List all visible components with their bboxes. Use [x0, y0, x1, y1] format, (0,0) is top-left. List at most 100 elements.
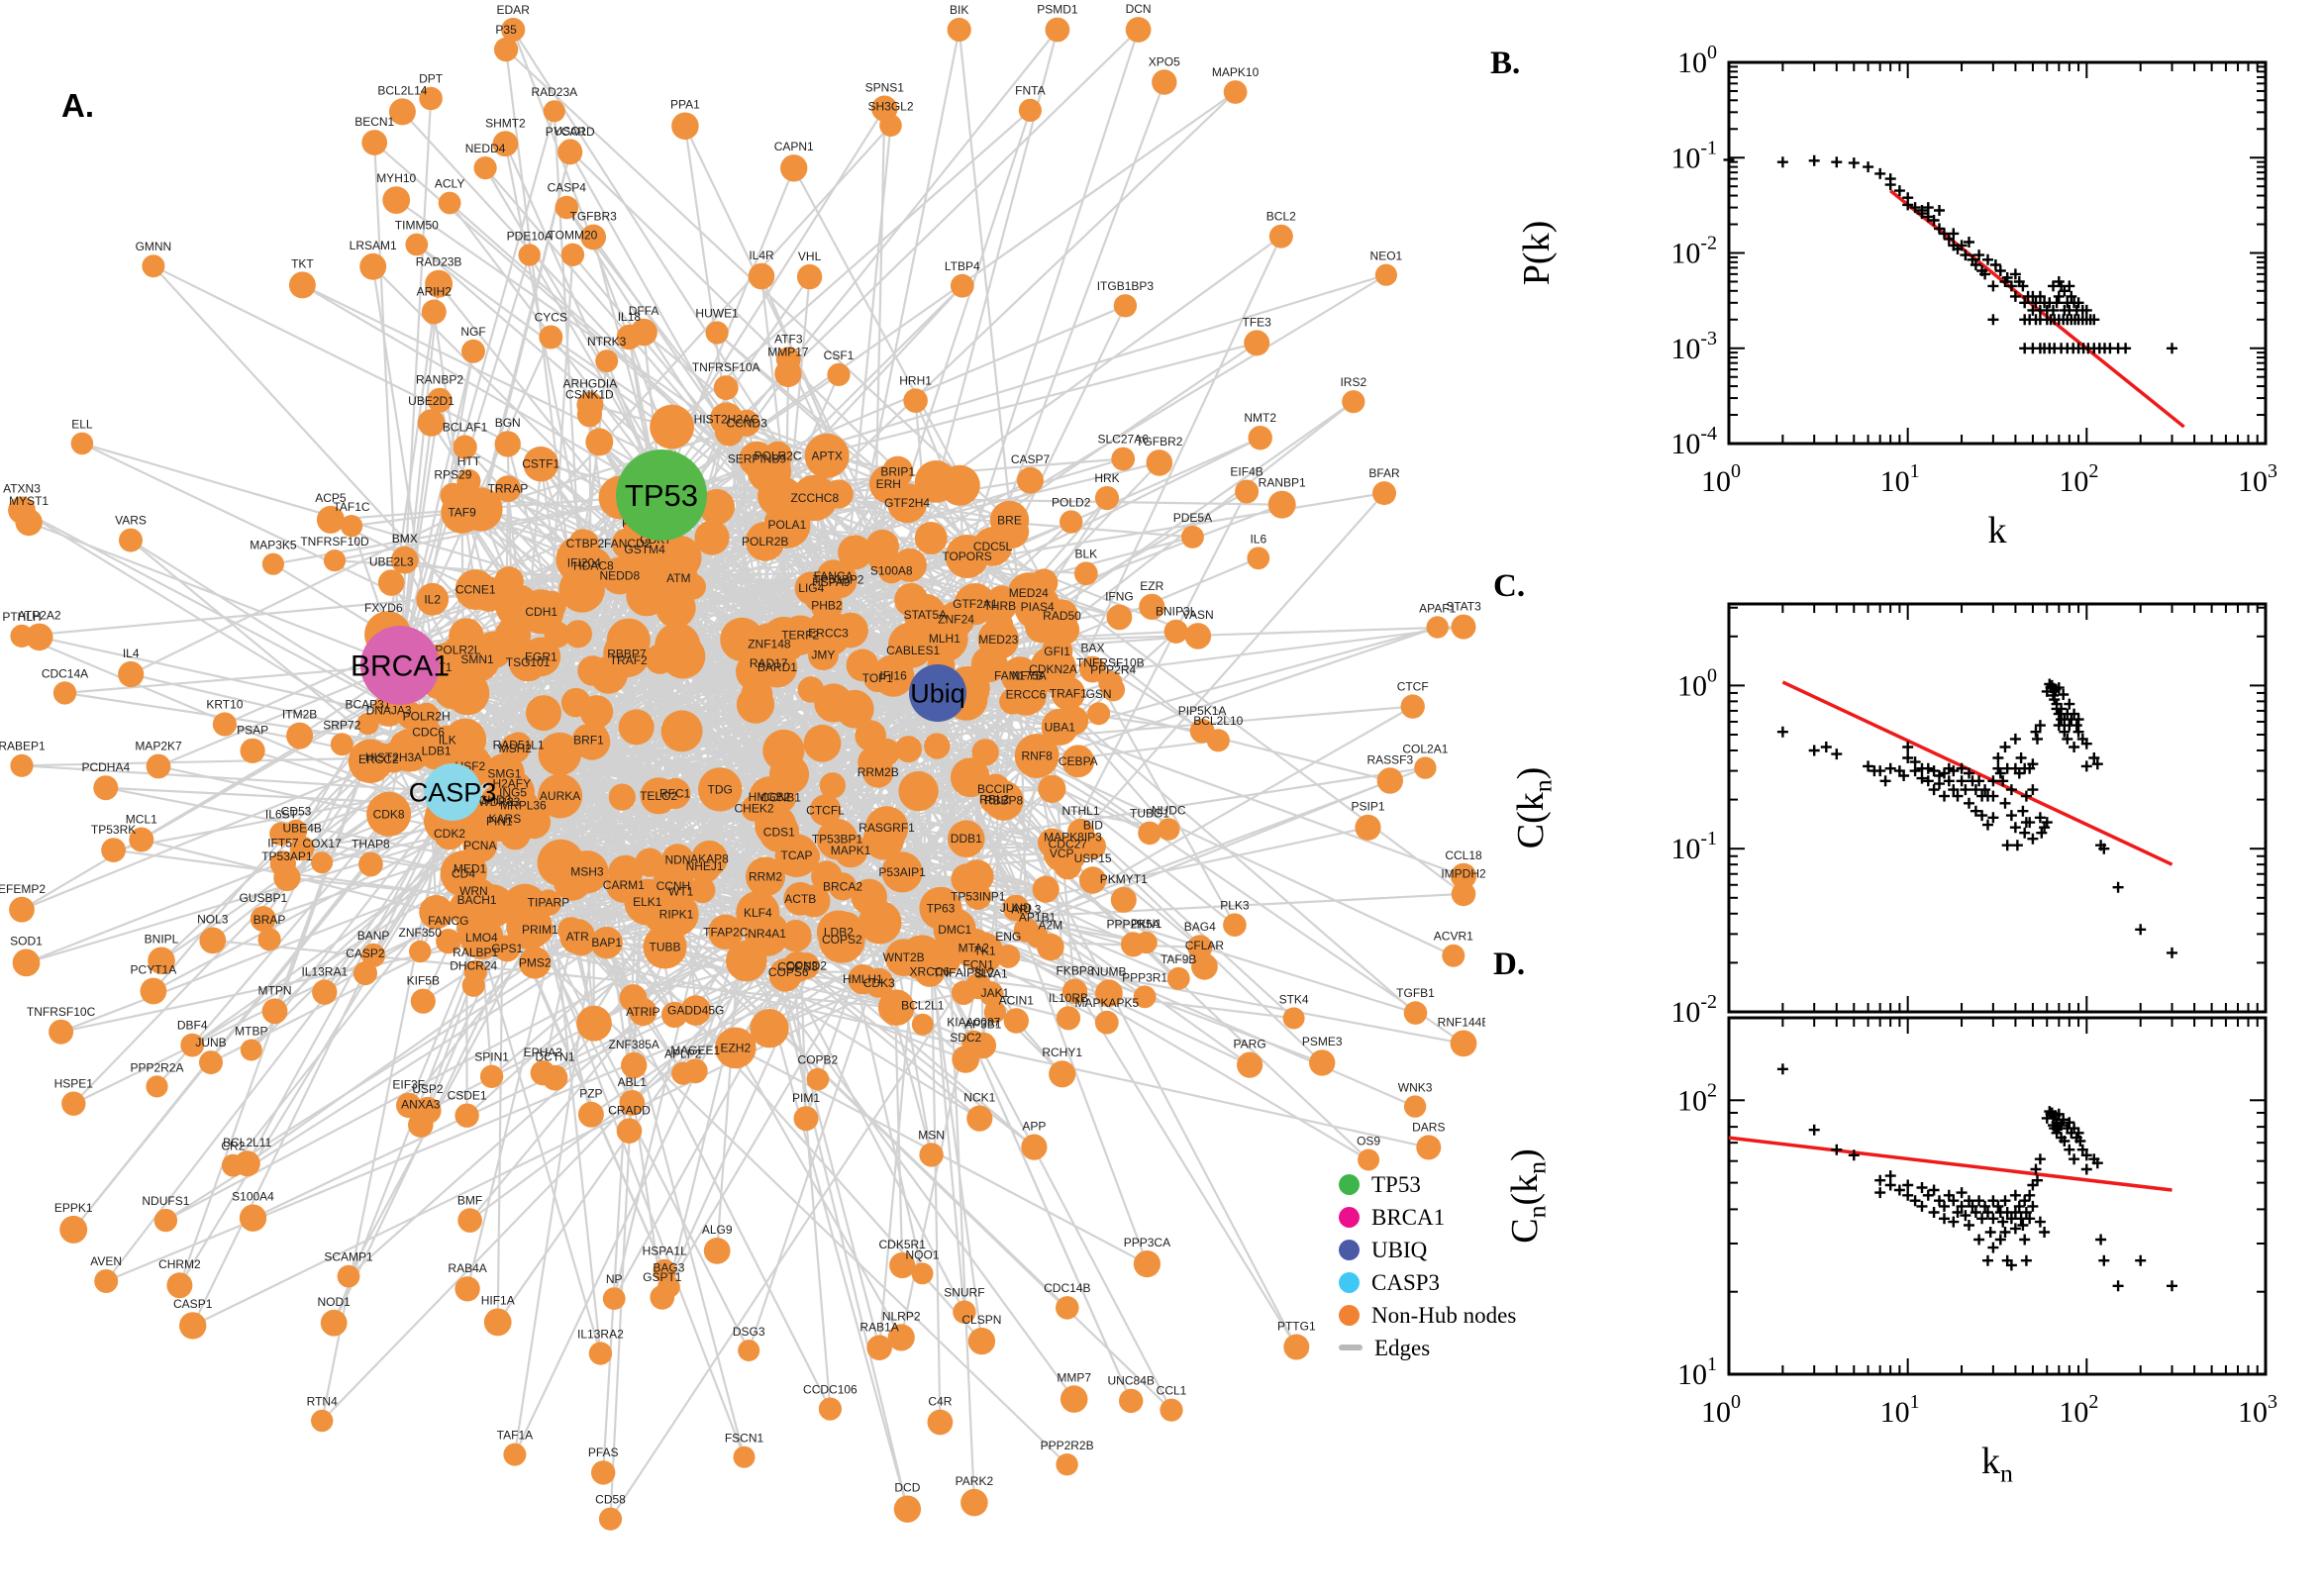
svg-text:RBBP8: RBBP8: [984, 794, 1024, 808]
svg-text:ATXN3: ATXN3: [3, 481, 41, 495]
svg-text:SDC2: SDC2: [950, 1031, 981, 1045]
svg-text:APLP2: APLP2: [664, 1047, 702, 1061]
svg-text:ATF3: ATF3: [774, 332, 803, 346]
svg-text:TAF1A: TAF1A: [497, 1429, 533, 1443]
svg-text:CABLES1: CABLES1: [886, 644, 940, 657]
svg-text:ZCCHC8: ZCCHC8: [790, 491, 839, 505]
network-nodes: [8, 17, 1477, 1531]
ubiq-dot-icon: [1339, 1239, 1360, 1260]
svg-text:IFT57: IFT57: [267, 836, 299, 849]
svg-text:101: 101: [1880, 460, 1920, 498]
svg-text:CFLAR: CFLAR: [1185, 939, 1225, 952]
svg-text:COPB2: COPB2: [798, 1053, 839, 1067]
svg-text:MYH10: MYH10: [376, 171, 416, 185]
svg-text:RNF8: RNF8: [1022, 749, 1054, 763]
svg-text:ACLY: ACLY: [435, 177, 464, 191]
svg-text:SMN1: SMN1: [460, 652, 494, 666]
svg-text:101: 101: [1677, 1353, 1717, 1391]
svg-text:STAT5A: STAT5A: [904, 608, 948, 622]
svg-text:PLK3: PLK3: [1220, 898, 1250, 912]
svg-text:COPS2: COPS2: [822, 933, 862, 947]
svg-text:NDN: NDN: [665, 853, 691, 867]
svg-text:MAP2K7: MAP2K7: [135, 740, 182, 753]
svg-text:TOP1: TOP1: [862, 671, 893, 685]
scatter-points: [1776, 1063, 2177, 1292]
fit-line: [1889, 189, 2185, 429]
svg-text:MAPK10: MAPK10: [1212, 65, 1260, 79]
svg-text:BRE: BRE: [997, 513, 1022, 527]
legend-item-casp3: CASP3: [1339, 1270, 1516, 1294]
svg-text:PSME3: PSME3: [1302, 1035, 1343, 1048]
svg-text:HRK: HRK: [1094, 471, 1119, 485]
svg-text:CHD3: CHD3: [479, 793, 512, 807]
svg-text:TK1: TK1: [973, 944, 995, 957]
svg-text:ACP5: ACP5: [315, 491, 347, 505]
svg-text:PPP2R2A: PPP2R2A: [130, 1060, 183, 1074]
svg-text:CAPN1: CAPN1: [774, 140, 814, 153]
svg-text:HDAC8: HDAC8: [573, 558, 614, 572]
scatter-points: [1723, 153, 2177, 354]
svg-text:PPP2R2B: PPP2R2B: [1041, 1439, 1094, 1452]
svg-text:NMT2: NMT2: [1244, 411, 1276, 425]
svg-text:BARD1: BARD1: [758, 660, 797, 674]
svg-text:GMNN: GMNN: [136, 240, 172, 253]
svg-text:ELL: ELL: [71, 418, 93, 432]
svg-text:FCN1: FCN1: [962, 958, 994, 972]
svg-text:GTF2A1: GTF2A1: [953, 597, 998, 611]
svg-text:BANP: BANP: [357, 929, 390, 943]
svg-text:USP2: USP2: [412, 1082, 444, 1096]
svg-text:OS9: OS9: [1357, 1135, 1380, 1148]
svg-text:RAD23B: RAD23B: [416, 255, 462, 269]
svg-text:PKMYT1: PKMYT1: [1100, 872, 1148, 886]
svg-text:PPP2R5A: PPP2R5A: [1106, 917, 1160, 931]
svg-text:RAD51L1: RAD51L1: [493, 739, 545, 752]
svg-text:NQO1: NQO1: [905, 1247, 939, 1261]
svg-text:MCL1: MCL1: [126, 813, 157, 827]
svg-text:CTCF: CTCF: [1397, 679, 1429, 693]
svg-text:BACH1: BACH1: [457, 893, 497, 907]
svg-text:POLD2: POLD2: [1052, 495, 1091, 509]
svg-text:PCYT1A: PCYT1A: [131, 963, 177, 977]
svg-text:CD58: CD58: [595, 1493, 626, 1507]
svg-text:JMY: JMY: [811, 648, 835, 662]
svg-text:A2M: A2M: [1039, 919, 1063, 933]
svg-text:ATP2A2: ATP2A2: [18, 609, 61, 623]
svg-text:CASP4: CASP4: [548, 181, 587, 195]
svg-text:WT1: WT1: [668, 884, 694, 898]
svg-text:JUNB: JUNB: [195, 1036, 226, 1049]
svg-text:NOL3: NOL3: [197, 913, 229, 927]
svg-text:HRH1: HRH1: [899, 373, 932, 387]
svg-text:MED1: MED1: [454, 862, 487, 876]
fit-line: [1728, 1136, 2172, 1192]
svg-text:PDE5A: PDE5A: [1173, 511, 1212, 525]
svg-text:GTF2H4: GTF2H4: [884, 496, 930, 510]
svg-text:ACVR1: ACVR1: [1434, 930, 1473, 944]
svg-text:SIVA1: SIVA1: [975, 966, 1008, 980]
svg-text:PIP5K1A: PIP5K1A: [1178, 704, 1227, 718]
svg-text:TP53BP1: TP53BP1: [812, 833, 863, 847]
svg-text:WDR33: WDR33: [478, 795, 520, 809]
svg-text:H2AFY: H2AFY: [492, 777, 531, 791]
svg-text:CDK8: CDK8: [373, 807, 405, 821]
svg-text:CCND3: CCND3: [726, 416, 767, 430]
svg-text:FANCG: FANCG: [428, 914, 468, 928]
svg-text:HIST2H2AC: HIST2H2AC: [694, 412, 759, 426]
svg-text:101: 101: [1880, 1391, 1920, 1429]
svg-text:100: 100: [1701, 460, 1741, 498]
svg-text:PMS2: PMS2: [519, 955, 552, 969]
svg-text:DHCR24: DHCR24: [450, 959, 497, 973]
svg-text:IFI16: IFI16: [879, 669, 907, 683]
hub-node-BRCA1: BRCA1: [351, 626, 450, 705]
svg-text:TRRAP: TRRAP: [488, 482, 529, 496]
svg-text:KLF4: KLF4: [744, 906, 772, 920]
svg-text:MMP17: MMP17: [767, 346, 809, 359]
svg-text:POLR2B: POLR2B: [742, 535, 788, 549]
tp53-dot-icon: [1339, 1173, 1360, 1195]
svg-text:MTA2: MTA2: [959, 942, 989, 955]
nonhub-dot-icon: [1339, 1304, 1360, 1326]
svg-text:ANXA3: ANXA3: [401, 1097, 441, 1111]
svg-text:HSPA9: HSPA9: [812, 575, 851, 589]
svg-text:BRCA2: BRCA2: [823, 879, 862, 893]
svg-text:JAK1: JAK1: [981, 986, 1010, 1000]
svg-text:ACTB: ACTB: [784, 892, 816, 906]
